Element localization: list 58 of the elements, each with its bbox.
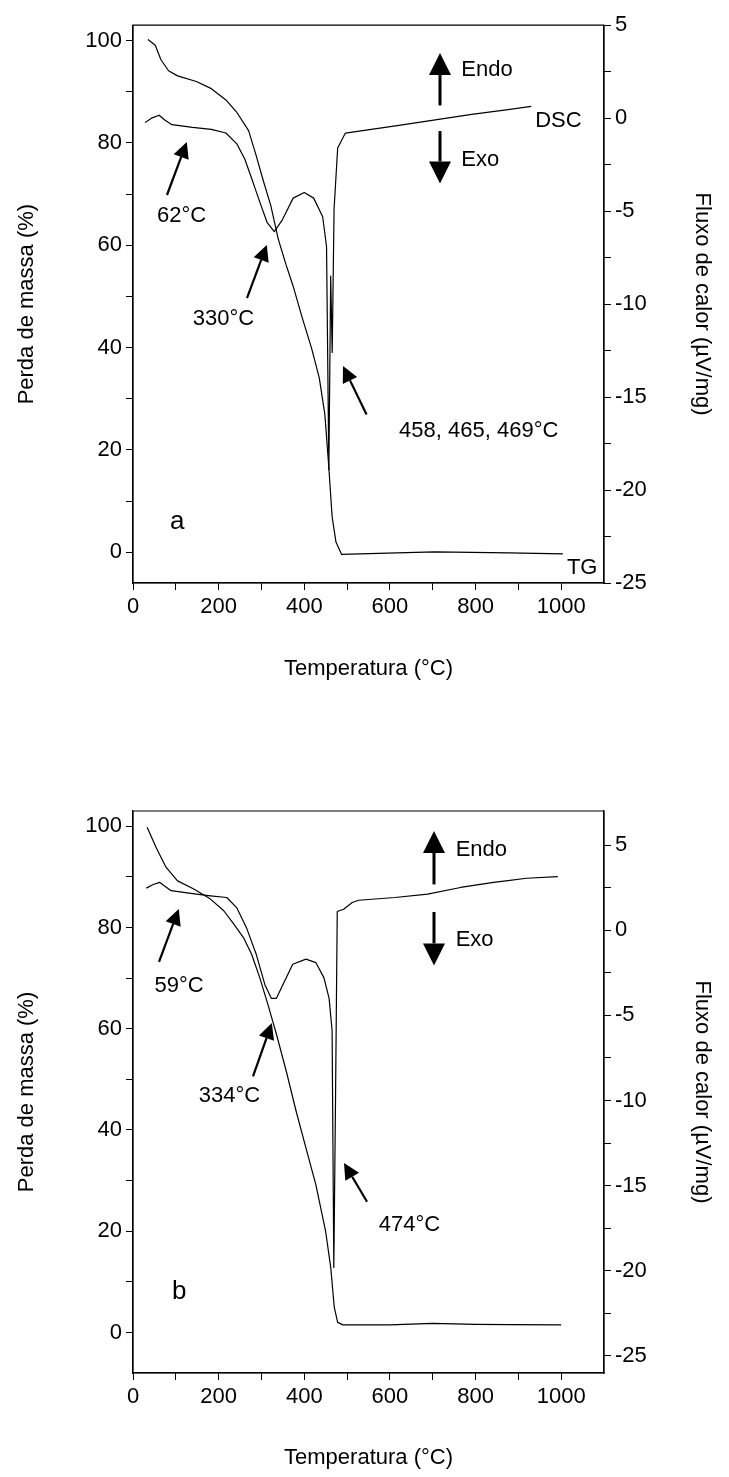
y-tick-label: 0 bbox=[109, 538, 122, 564]
y-tick-label: 20 bbox=[97, 1217, 122, 1243]
y2-tick-label: -15 bbox=[615, 1171, 647, 1197]
annotation: 330°C bbox=[192, 305, 255, 331]
annotation: Endo bbox=[455, 836, 508, 862]
y2-tick-label: -20 bbox=[615, 476, 647, 502]
series-label: DSC bbox=[535, 106, 582, 132]
y-tick-label: 80 bbox=[97, 913, 122, 939]
x-tick-label: 800 bbox=[457, 1383, 494, 1409]
x-tick-label: 200 bbox=[200, 593, 237, 619]
annotation: Exo bbox=[461, 146, 500, 172]
annotation: Endo bbox=[461, 55, 513, 81]
x-tick-label: 200 bbox=[200, 1383, 237, 1409]
y2-tick-label: -25 bbox=[615, 1342, 647, 1368]
annotation: a bbox=[170, 504, 186, 535]
y2-tick-label: -10 bbox=[615, 290, 647, 316]
x-tick-label: 1000 bbox=[536, 1383, 586, 1409]
annotation: 334°C bbox=[198, 1082, 261, 1107]
y-tick-label: 60 bbox=[97, 1014, 122, 1040]
y2-tick-label: 5 bbox=[615, 831, 628, 857]
y-axis-title: Perda de massa (%) bbox=[13, 203, 39, 405]
y-tick-label: 40 bbox=[97, 333, 122, 359]
annotation: Exo bbox=[455, 926, 494, 952]
x-tick-label: 0 bbox=[126, 1383, 140, 1409]
x-tick-label: 400 bbox=[285, 1383, 323, 1409]
x-tick-label: 400 bbox=[285, 593, 323, 619]
y-tick-label: 80 bbox=[97, 128, 122, 154]
y2-tick-label: -5 bbox=[615, 197, 635, 223]
x-tick-label: 1000 bbox=[536, 593, 586, 619]
annotation: 59°C bbox=[154, 972, 204, 998]
y-axis-title: Perda de massa (%) bbox=[13, 991, 39, 1193]
y2-tick-label: -20 bbox=[615, 1256, 647, 1282]
x-tick-label: 800 bbox=[457, 593, 494, 619]
y-tick-label: 40 bbox=[97, 1116, 122, 1142]
y2-tick-label: 0 bbox=[615, 916, 628, 942]
y-tick-label: 100 bbox=[85, 26, 122, 52]
y-tick-label: 0 bbox=[109, 1318, 122, 1344]
y2-tick-label: -15 bbox=[615, 383, 647, 409]
y2-tick-label: -5 bbox=[615, 1001, 635, 1027]
x-tick-label: 0 bbox=[126, 593, 140, 619]
annotation: 458, 465, 469°C bbox=[399, 416, 559, 442]
y2-tick-label: 5 bbox=[615, 11, 628, 37]
x-tick-label: 600 bbox=[371, 593, 409, 619]
y2-tick-label: -10 bbox=[615, 1086, 647, 1112]
x-tick-label: 600 bbox=[371, 1383, 409, 1409]
y2-axis-title: Fluxo de calor (µV/mg) bbox=[690, 192, 716, 416]
y-tick-label: 100 bbox=[85, 812, 122, 838]
annotation: 62°C bbox=[156, 202, 207, 228]
y-tick-label: 60 bbox=[97, 231, 122, 257]
y2-tick-label: 0 bbox=[615, 104, 628, 130]
annotation: b bbox=[171, 1275, 187, 1306]
y-tick-label: 20 bbox=[97, 436, 122, 462]
series-label: TG bbox=[566, 553, 598, 579]
x-axis-title: Temperatura (°C) bbox=[284, 1443, 453, 1469]
x-axis-title: Temperatura (°C) bbox=[284, 654, 453, 680]
y2-tick-label: -25 bbox=[615, 569, 647, 595]
annotation: 474°C bbox=[378, 1210, 441, 1236]
y2-axis-title: Fluxo de calor (µV/mg) bbox=[690, 980, 716, 1204]
